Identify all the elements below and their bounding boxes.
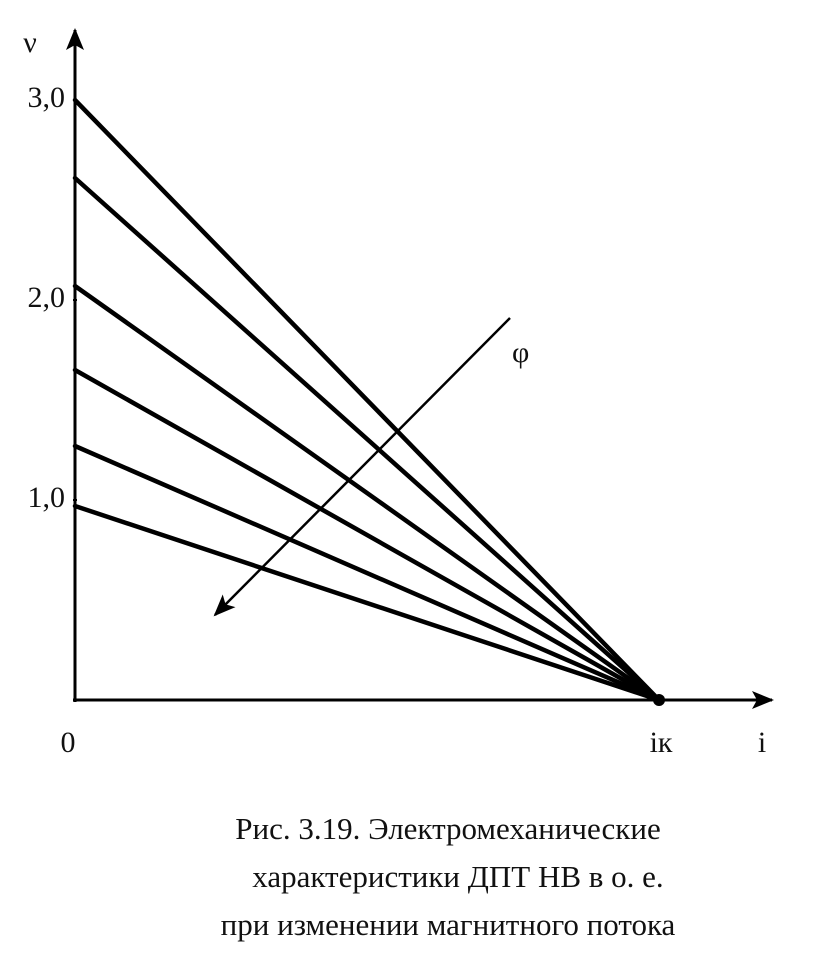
series-line	[72, 175, 662, 703]
y-tick-label: 2,0	[28, 281, 66, 314]
series-line	[72, 367, 662, 703]
x-tick-label: 0	[61, 726, 76, 759]
x-tick-label: iк	[650, 726, 673, 759]
phi-arrow	[213, 317, 511, 617]
annotation: φ	[512, 336, 529, 369]
y-axis-label: ν	[23, 26, 37, 59]
caption-line: характеристики ДПТ НВ в о. е.	[252, 859, 663, 894]
caption-line: Рис. 3.19. Электромеханические	[235, 811, 660, 846]
series-line	[72, 97, 662, 703]
caption-line: при изменении магнитного потока	[221, 907, 676, 942]
y-tick-label: 3,0	[28, 81, 66, 114]
series-line	[72, 283, 662, 703]
y-tick-label: 1,0	[28, 481, 66, 514]
series-line	[72, 443, 662, 703]
series-line	[72, 503, 662, 703]
x-axis-label: i	[758, 726, 766, 759]
